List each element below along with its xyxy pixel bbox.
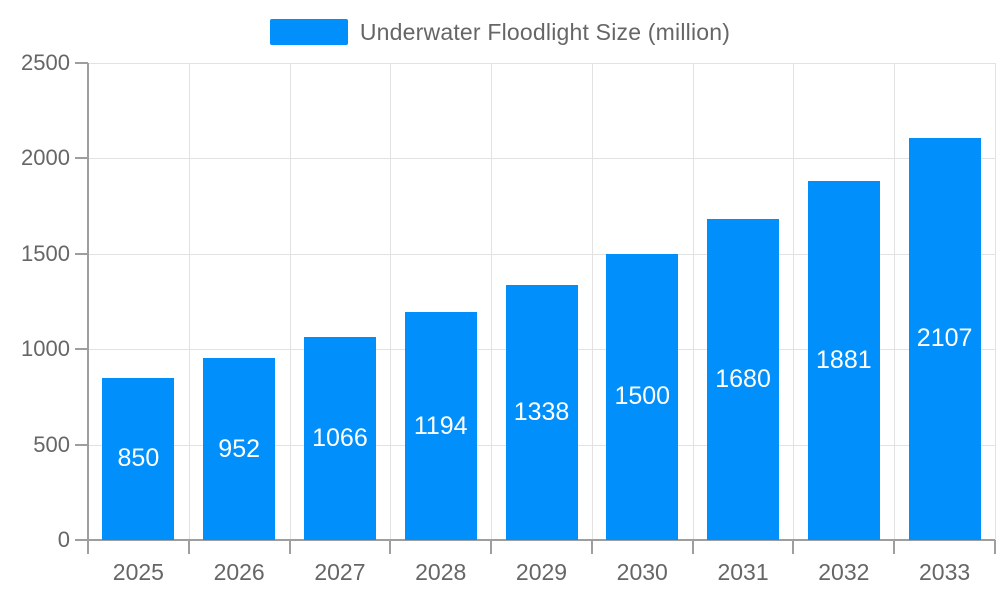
bar-value-label: 2107 xyxy=(916,324,973,353)
bar[interactable]: 1680 xyxy=(707,219,780,540)
y-axis-tick xyxy=(75,443,88,446)
x-axis-tick xyxy=(792,540,795,554)
bar[interactable]: 1500 xyxy=(606,253,679,540)
y-gridline xyxy=(88,253,995,255)
y-axis-tick xyxy=(75,348,88,351)
x-axis-tick xyxy=(994,540,996,554)
x-axis-tick xyxy=(893,540,896,554)
bar[interactable]: 1338 xyxy=(505,284,578,540)
y-axis-tick-label: 1500 xyxy=(21,240,70,266)
x-axis-category-label: 2033 xyxy=(919,559,971,585)
bar[interactable]: 2107 xyxy=(908,137,981,540)
y-axis-line xyxy=(87,63,89,540)
chart-legend[interactable]: Underwater Floodlight Size (million) xyxy=(0,16,1000,48)
bar-value-label: 1338 xyxy=(513,397,570,426)
bar-value-label: 1066 xyxy=(312,423,368,452)
bar[interactable]: 1194 xyxy=(404,312,477,540)
y-axis-tick-label: 2500 xyxy=(21,50,70,75)
x-axis-tick xyxy=(490,540,493,554)
y-axis-tick xyxy=(75,252,88,255)
y-axis-tick-label: 2000 xyxy=(21,145,70,171)
x-axis-category-label: 2031 xyxy=(717,559,769,585)
x-axis-tick xyxy=(590,540,593,554)
x-gridline xyxy=(390,63,392,540)
x-gridline xyxy=(793,63,795,540)
y-axis-tick-label: 1000 xyxy=(21,336,70,362)
x-gridline xyxy=(995,63,996,540)
x-axis-tick xyxy=(691,540,694,554)
x-axis-tick xyxy=(187,540,190,554)
x-gridline xyxy=(188,63,190,540)
bar-value-label: 952 xyxy=(218,434,261,463)
bar[interactable]: 952 xyxy=(203,358,276,540)
x-gridline xyxy=(491,63,493,540)
x-axis-tick xyxy=(87,540,89,554)
y-gridline xyxy=(88,63,995,64)
x-axis-category-label: 2028 xyxy=(415,559,467,585)
x-axis-category-label: 2026 xyxy=(213,559,265,585)
x-axis-tick xyxy=(288,540,291,554)
bar[interactable]: 1066 xyxy=(303,336,376,540)
y-gridline xyxy=(88,158,995,160)
x-axis-category-label: 2027 xyxy=(314,559,366,585)
legend-swatch-icon xyxy=(269,19,348,45)
x-gridline xyxy=(894,63,896,540)
y-axis-tick-label: 500 xyxy=(33,431,70,457)
x-axis-category-label: 2032 xyxy=(818,559,870,585)
bar-value-label: 1680 xyxy=(715,365,771,394)
x-axis-category-label: 2030 xyxy=(616,559,668,585)
x-axis-category-label: 2025 xyxy=(112,559,164,585)
y-axis-tick-label: 0 xyxy=(57,527,70,552)
y-axis-tick xyxy=(75,62,88,64)
bar-value-label: 850 xyxy=(117,444,160,473)
x-gridline xyxy=(591,63,593,540)
bar-value-label: 1500 xyxy=(614,382,671,411)
x-gridline xyxy=(692,63,694,540)
y-axis-tick xyxy=(75,157,88,160)
legend-label: Underwater Floodlight Size (million) xyxy=(359,18,731,45)
bar-value-label: 1881 xyxy=(816,346,872,375)
bar[interactable]: 1881 xyxy=(807,181,880,540)
bar[interactable]: 850 xyxy=(102,377,175,540)
bar-value-label: 1194 xyxy=(413,411,468,440)
x-gridline xyxy=(289,63,291,540)
y-axis-tick xyxy=(75,539,88,541)
x-axis-line xyxy=(88,539,995,541)
x-axis-tick xyxy=(389,540,392,554)
x-axis-category-label: 2029 xyxy=(515,559,568,585)
